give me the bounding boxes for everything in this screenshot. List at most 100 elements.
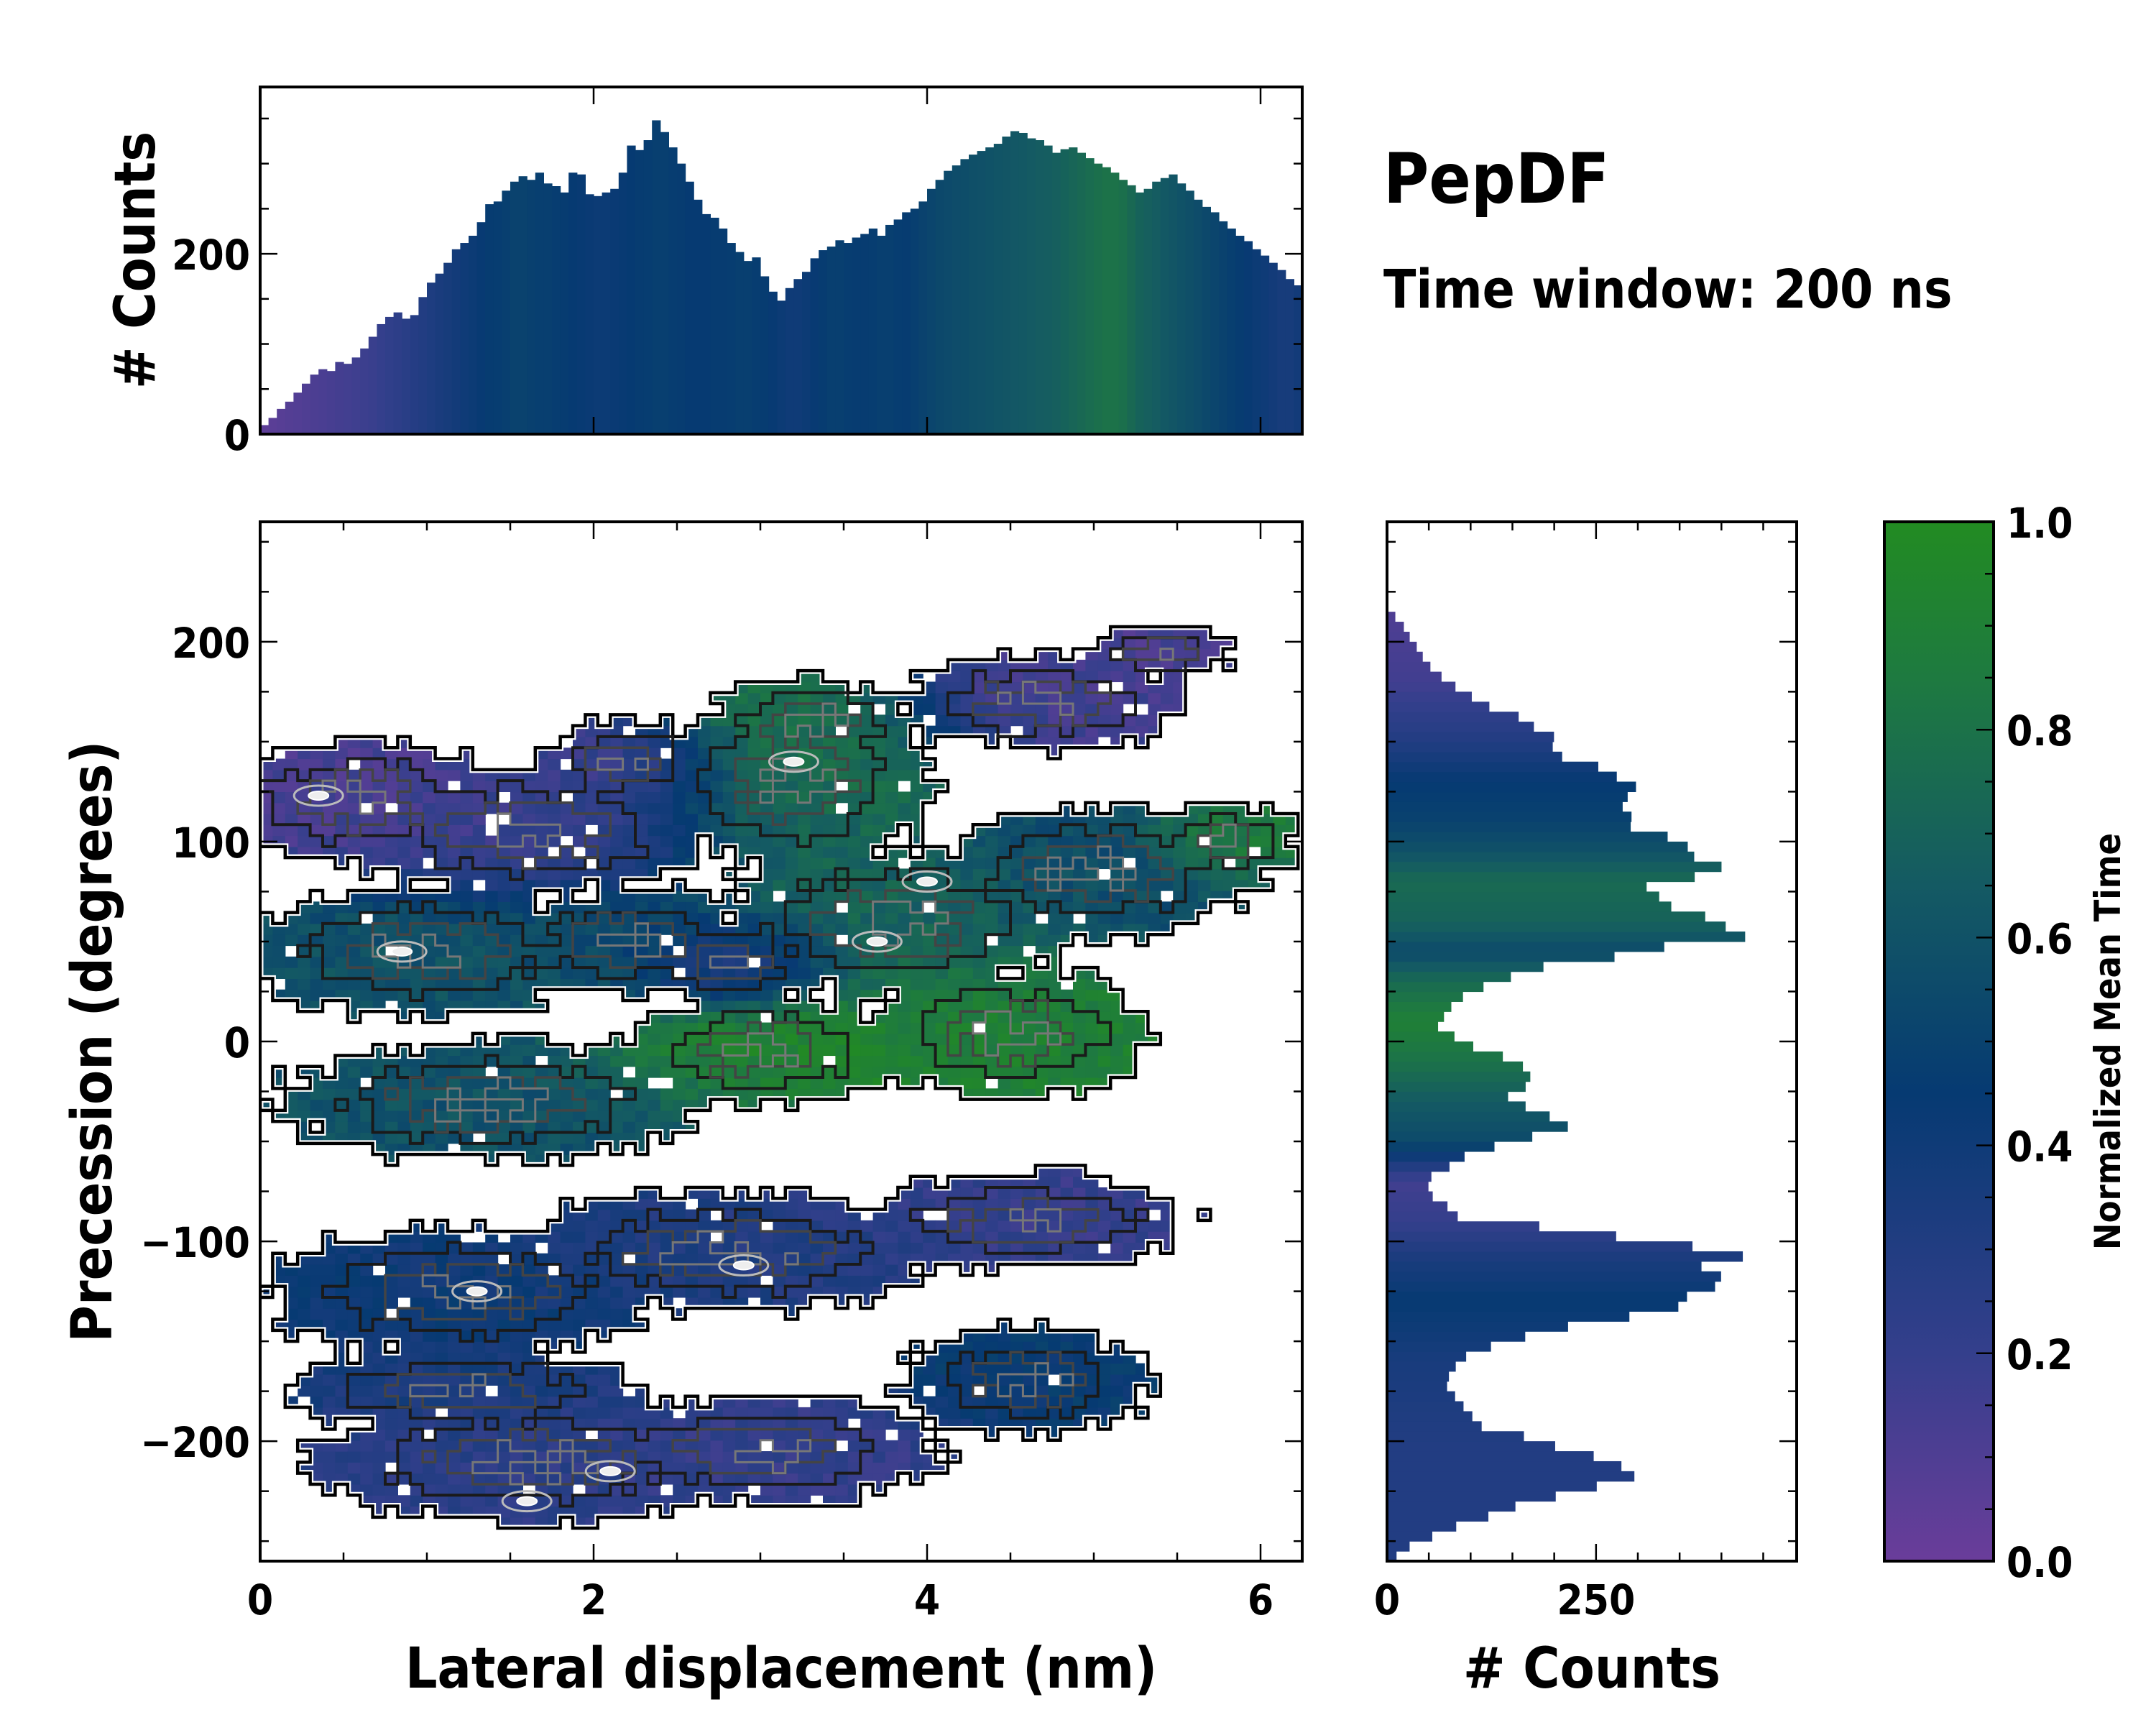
heatmap-cell <box>910 1220 923 1232</box>
heatmap-cell <box>785 813 798 825</box>
heatmap-cell <box>872 1044 886 1057</box>
heatmap-cell <box>1035 1242 1049 1254</box>
heatmap-cell <box>1010 857 1023 870</box>
heatmap-cell <box>847 781 861 793</box>
heatmap-cell <box>1010 714 1023 727</box>
heatmap-cell <box>1123 1363 1136 1375</box>
heatmap-cell <box>1048 1187 1061 1199</box>
top-histogram-bar <box>1169 174 1178 434</box>
heatmap-cell <box>960 1352 974 1364</box>
heatmap-cell <box>423 1462 436 1474</box>
heatmap-cell <box>785 1462 798 1474</box>
heatmap-cell <box>397 769 411 781</box>
top-histogram-bar <box>1294 285 1302 434</box>
heatmap-cell <box>648 802 661 814</box>
heatmap-cell <box>1010 1066 1023 1078</box>
heatmap-cell <box>510 1352 523 1364</box>
heatmap-cell <box>585 1418 599 1430</box>
heatmap-cell <box>872 901 886 914</box>
heatmap-cell <box>335 824 349 837</box>
side-histogram-bar <box>1387 1441 1555 1452</box>
top-histogram-bar <box>877 236 886 434</box>
heatmap-cell <box>448 802 461 814</box>
heatmap-cell <box>423 956 436 968</box>
heatmap-cell <box>635 1418 648 1430</box>
heatmap-cell <box>972 1209 986 1221</box>
heatmap-cell <box>1010 1187 1023 1199</box>
heatmap-cell <box>648 781 661 793</box>
top-histogram-bar <box>844 243 853 434</box>
heatmap-cell <box>1048 1363 1061 1375</box>
heatmap-cell <box>335 1088 349 1100</box>
heatmap-cell <box>1148 846 1161 858</box>
heatmap-cell <box>1073 1220 1086 1232</box>
heatmap-cell <box>747 835 761 847</box>
heatmap-cell <box>885 1264 898 1276</box>
heatmap-cell <box>722 989 736 1001</box>
heatmap-cell <box>885 781 898 793</box>
heatmap-cell <box>885 1055 898 1067</box>
heatmap-cell <box>872 758 886 770</box>
heatmap-cell <box>1110 912 1124 924</box>
heatmap-cell <box>685 1055 699 1067</box>
heatmap-cell <box>1035 692 1049 704</box>
heatmap-cell <box>460 857 474 870</box>
heatmap-cell <box>372 945 386 957</box>
heatmap-cell <box>548 781 561 793</box>
heatmap-cell <box>335 1297 349 1309</box>
heatmap-cell <box>1048 1407 1061 1419</box>
heatmap-cell <box>610 769 624 781</box>
heatmap-cell <box>448 1473 461 1485</box>
top-histogram-bar <box>410 315 419 434</box>
heatmap-cell <box>448 813 461 825</box>
heatmap-cell <box>948 978 961 990</box>
heatmap-cell <box>448 1407 461 1419</box>
heatmap-cell <box>460 835 474 847</box>
heatmap-cell <box>872 1451 886 1463</box>
side-histogram-bar <box>1387 1121 1568 1132</box>
heatmap-cell <box>560 1231 573 1243</box>
heatmap-cell <box>460 967 474 980</box>
side-histogram-bar <box>1387 622 1404 632</box>
heatmap-cell <box>335 1275 349 1287</box>
heatmap-cell <box>985 846 999 858</box>
heatmap-cell <box>1060 692 1074 704</box>
top-histogram-bar <box>1311 299 1319 434</box>
heatmap-cell <box>510 1418 523 1430</box>
heatmap-cell <box>960 1055 974 1067</box>
heatmap-cell <box>910 1011 923 1024</box>
colorbar-tick-label: 1.0 <box>2007 499 2073 548</box>
heatmap-cell <box>573 1473 586 1485</box>
heatmap-cell <box>910 923 923 935</box>
heatmap-cell <box>835 824 849 837</box>
heatmap-cell <box>998 1187 1011 1199</box>
heatmap-cell <box>773 835 786 847</box>
heatmap-cell <box>722 1286 736 1298</box>
heatmap-cell <box>460 1440 474 1452</box>
heatmap-cell <box>898 802 911 814</box>
heatmap-cell <box>998 1352 1011 1364</box>
heatmap-cell <box>773 934 786 947</box>
heatmap-cell <box>1135 638 1148 650</box>
heatmap-cell <box>685 1451 699 1463</box>
heatmap-cell <box>622 1440 636 1452</box>
heatmap-cell <box>635 748 648 760</box>
heatmap-cell <box>960 901 974 914</box>
heatmap-cell <box>385 1429 398 1441</box>
heatmap-cell <box>1023 1066 1036 1078</box>
heatmap-cell <box>397 1121 411 1133</box>
heatmap-cell <box>823 923 836 935</box>
heatmap-cell <box>485 1363 499 1375</box>
heatmap-cell <box>960 1011 974 1024</box>
heatmap-cell <box>610 1242 624 1254</box>
heatmap-cell <box>548 1374 561 1386</box>
heatmap-cell <box>435 967 448 980</box>
heatmap-cell <box>648 1110 661 1122</box>
heatmap-cell <box>1222 824 1236 837</box>
top-histogram-bar <box>1110 172 1120 434</box>
heatmap-cell <box>535 1429 548 1441</box>
heatmap-cell <box>1073 1209 1086 1221</box>
heatmap-cell <box>548 1132 561 1144</box>
heatmap-cell <box>610 1220 624 1232</box>
heatmap-cell <box>798 1033 811 1045</box>
